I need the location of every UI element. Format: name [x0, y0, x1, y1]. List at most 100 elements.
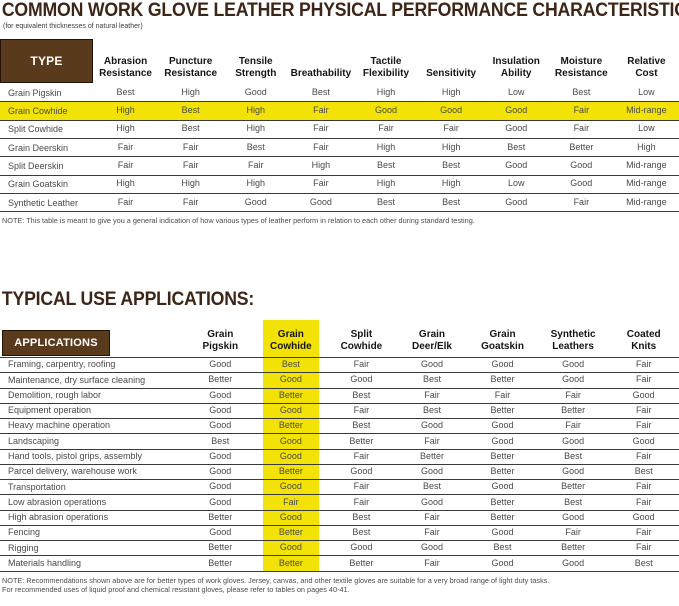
rating-cell: Fair — [635, 496, 652, 507]
application-label: Transportation — [8, 481, 66, 492]
application-label: Heavy machine operation — [8, 420, 111, 431]
applications-header-cell: APPLICATIONS — [0, 320, 185, 358]
column-header-relative-cost: Relative Cost — [627, 56, 666, 79]
rating-cell: Mid-range — [613, 101, 679, 121]
rating-cell: Better — [255, 418, 327, 434]
column-header-coated-knits: Coated Knits — [626, 329, 661, 352]
rating-cell: Good — [209, 450, 232, 461]
rating-cell: High — [223, 101, 289, 121]
rating-cell: Fair — [117, 196, 134, 207]
rating-cell: Better — [349, 435, 374, 446]
application-label: Parcel delivery, warehouse work — [8, 466, 137, 477]
rating-cell: Good — [420, 466, 443, 477]
section2-note-line2: For recommended uses of liquid proof and… — [2, 584, 350, 594]
type-header-box: TYPE — [0, 39, 93, 83]
column-header-grain-cowhide: Grain Cowhide — [255, 319, 327, 358]
rating-cell: Fair — [635, 405, 652, 415]
rating-cell: Good — [353, 101, 419, 121]
rating-cell: Fair — [424, 511, 440, 522]
rating-cell: High — [181, 178, 200, 189]
rating-cell: Best — [352, 420, 371, 431]
section1-note: NOTE: This table is meant to give you a … — [2, 216, 475, 226]
rating-cell: High — [441, 141, 461, 152]
rating-cell: Better — [490, 511, 515, 522]
use-applications-table: APPLICATIONS Grain Pigskin Grain Cowhide Spl… — [0, 319, 679, 572]
rating-cell: Fair — [117, 141, 134, 152]
rating-cell: Fair — [353, 496, 370, 507]
rating-cell: Good — [350, 542, 373, 553]
rating-cell: High — [441, 178, 461, 189]
column-header-split-cowhide: Split Cowhide — [340, 329, 383, 352]
rating-cell: Best — [493, 542, 512, 553]
rating-cell: Good — [570, 160, 593, 171]
type-header-cell: TYPE — [0, 38, 93, 84]
rating-cell: Good — [209, 527, 232, 538]
rating-cell: Fair — [353, 359, 370, 370]
rating-cell: Low — [638, 86, 655, 97]
application-label: Framing, carpentry, roofing — [8, 359, 116, 370]
rating-cell: Good — [350, 466, 373, 477]
leather-type-label: Synthetic Leather — [8, 197, 79, 208]
rating-cell: Better — [255, 388, 327, 404]
rating-cell: Better — [561, 481, 586, 492]
rating-cell: Good — [255, 510, 327, 526]
rating-cell: High — [246, 123, 266, 134]
rating-cell: Best — [352, 527, 371, 538]
rating-cell: Good — [562, 511, 585, 522]
column-header-insulation-ability: Insulation Ability — [492, 56, 540, 79]
rating-cell: Good — [562, 557, 585, 568]
rating-cell: Fair — [378, 123, 394, 134]
application-label: High abrasion operations — [8, 512, 109, 523]
rating-cell: High — [311, 160, 331, 171]
rating-cell: High — [116, 178, 135, 189]
rating-cell: Fair — [424, 435, 440, 446]
rating-cell: Better — [208, 511, 233, 522]
column-header-sensitivity: Sensitivity — [426, 67, 477, 79]
application-label: Maintenance, dry surface cleaning — [8, 374, 146, 385]
rating-cell: Best — [352, 389, 371, 400]
application-label: Low abrasion operations — [8, 496, 107, 507]
performance-row-grain-pigskin: Grain Pigskin Best High Good Best High High Low… — [0, 84, 679, 102]
rating-cell: Fair — [353, 450, 370, 461]
rating-cell: Good — [209, 496, 232, 507]
column-header-tactile-flexibility: Tactile Flexibility — [362, 56, 410, 79]
rating-cell: Mid-range — [626, 160, 667, 171]
rating-cell: Best — [634, 557, 653, 568]
rating-cell: Better — [255, 525, 327, 541]
applications-header-box: APPLICATIONS — [2, 330, 110, 357]
rating-cell: High — [116, 123, 135, 134]
rating-cell: Fair — [117, 160, 134, 171]
leather-type-label: Split Cowhide — [8, 124, 64, 135]
rating-cell: Fair — [424, 557, 440, 568]
rating-cell: High — [637, 141, 656, 152]
column-header-grain-pigskin: Grain Pigskin — [202, 329, 239, 352]
rating-cell: Better — [255, 555, 327, 572]
rating-cell: Best — [211, 435, 230, 446]
section1-title: COMMON WORK GLOVE LEATHER PHYSICAL PERFO… — [1, 0, 679, 21]
rating-cell: Good — [209, 405, 232, 415]
rating-cell: Fair — [248, 160, 264, 171]
column-header-grain-goatskin: Grain Goatskin — [481, 329, 524, 352]
rating-cell: Good — [491, 527, 514, 538]
rating-cell: Better — [569, 141, 594, 152]
rating-cell: Fair — [635, 450, 652, 461]
application-row-demolition-rough-labor: Demolition, rough labor Good Better Best Fai… — [0, 388, 679, 404]
rating-cell: Fair — [548, 101, 614, 121]
rating-cell: Best — [422, 374, 441, 385]
performance-row-grain-cowhide: Grain Cowhide High Best High Fair Good Good Goo… — [0, 101, 679, 121]
application-label: Demolition, rough labor — [8, 389, 102, 400]
rating-cell: Low — [507, 86, 525, 97]
application-row-maintenance-dry-surface-cleaning: Maintenance, dry surface cleaning Better G… — [0, 372, 679, 389]
performance-table-header-row: TYPE Abrasion Resistance Puncture Resistanc… — [0, 38, 679, 84]
rating-cell: Good — [491, 481, 514, 492]
rating-cell: Good — [562, 466, 585, 477]
rating-cell: Mid-range — [626, 178, 667, 189]
application-label: Fencing — [8, 527, 41, 538]
rating-cell: Fair — [353, 481, 370, 492]
rating-cell: Fair — [255, 494, 327, 511]
rating-cell: Good — [562, 359, 585, 370]
leather-type-label: Grain Deerskin — [8, 142, 69, 153]
rating-cell: Good — [244, 196, 267, 207]
application-row-high-abrasion-operations: High abrasion operations Better Good Best Fa… — [0, 510, 679, 526]
